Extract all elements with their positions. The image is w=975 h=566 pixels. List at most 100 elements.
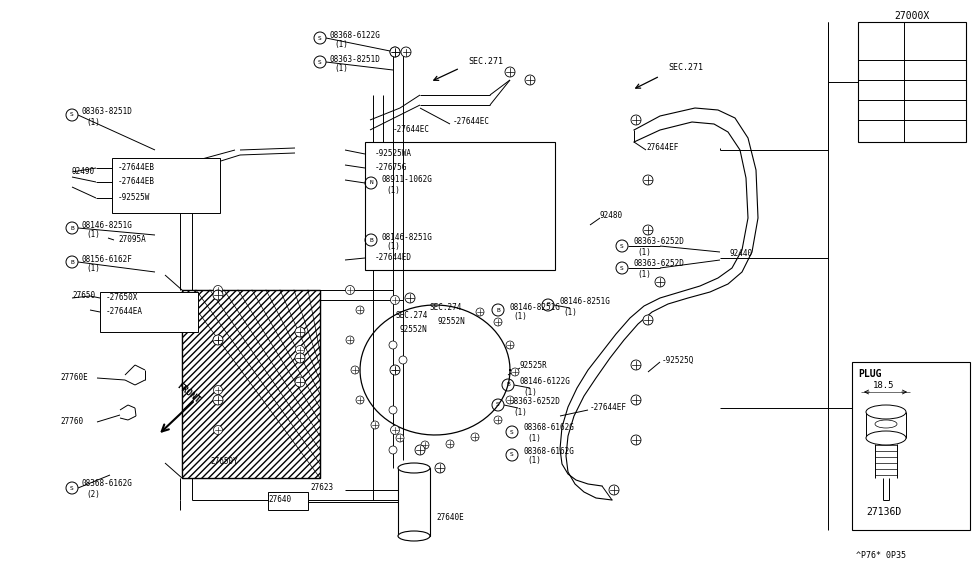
Circle shape	[391, 426, 400, 435]
Text: -27644EC: -27644EC	[393, 126, 430, 135]
Text: 08146-8251G: 08146-8251G	[82, 221, 133, 229]
Circle shape	[214, 426, 222, 435]
Circle shape	[643, 175, 653, 185]
Circle shape	[643, 225, 653, 235]
Circle shape	[391, 366, 400, 375]
Text: 92552N: 92552N	[400, 325, 428, 335]
Circle shape	[506, 341, 514, 349]
Text: SEC.271: SEC.271	[468, 58, 503, 66]
Circle shape	[446, 440, 454, 448]
Text: 08368-6162G: 08368-6162G	[523, 447, 574, 456]
Circle shape	[525, 75, 535, 85]
Circle shape	[405, 293, 415, 303]
Text: -27675G: -27675G	[375, 164, 408, 173]
Text: 08146-8251G: 08146-8251G	[559, 298, 610, 307]
Ellipse shape	[398, 531, 430, 541]
Text: (1): (1)	[527, 457, 541, 465]
Circle shape	[213, 290, 223, 300]
Text: 92440: 92440	[730, 248, 753, 258]
Circle shape	[399, 356, 407, 364]
Bar	[182, 290, 320, 478]
Circle shape	[345, 285, 355, 294]
Text: 27623: 27623	[310, 483, 333, 492]
Bar	[112, 158, 220, 213]
Circle shape	[390, 47, 400, 57]
Text: -92525W: -92525W	[118, 194, 150, 203]
Text: 08363-6252D: 08363-6252D	[633, 259, 683, 268]
Text: S: S	[318, 59, 322, 65]
Circle shape	[494, 416, 502, 424]
Text: N: N	[370, 181, 372, 186]
Text: SEC.271: SEC.271	[668, 63, 703, 72]
Circle shape	[631, 360, 641, 370]
Bar	[100, 292, 198, 332]
Text: 92480: 92480	[600, 211, 623, 220]
Circle shape	[295, 327, 305, 337]
Text: 27760E: 27760E	[60, 374, 88, 383]
Text: (1): (1)	[386, 186, 400, 195]
Text: 08146-8251G: 08146-8251G	[509, 302, 560, 311]
Text: B: B	[506, 383, 510, 388]
Circle shape	[506, 396, 514, 404]
Text: S: S	[620, 243, 624, 248]
Text: 08363-6252D: 08363-6252D	[633, 238, 683, 247]
Text: 27136D: 27136D	[866, 507, 901, 517]
Text: SEC.274: SEC.274	[395, 311, 427, 320]
Circle shape	[371, 421, 379, 429]
Text: 27650Y: 27650Y	[210, 457, 238, 466]
Circle shape	[295, 345, 304, 354]
Circle shape	[391, 295, 400, 305]
Text: (1): (1)	[563, 307, 577, 316]
Text: -27644EC: -27644EC	[453, 118, 490, 126]
Text: -27644EB: -27644EB	[118, 178, 155, 187]
Circle shape	[351, 366, 359, 374]
Text: (1): (1)	[386, 242, 400, 251]
Circle shape	[295, 353, 305, 363]
Bar	[398, 468, 430, 536]
Text: PLUG: PLUG	[858, 369, 881, 379]
Text: B: B	[546, 302, 550, 307]
Text: -27650X: -27650X	[106, 294, 138, 302]
Circle shape	[476, 308, 484, 316]
Circle shape	[631, 395, 641, 405]
Text: (2): (2)	[86, 490, 99, 499]
Text: 18.5: 18.5	[873, 381, 894, 391]
Circle shape	[631, 115, 641, 125]
Bar	[365, 142, 555, 270]
Circle shape	[396, 434, 404, 442]
Circle shape	[505, 67, 515, 77]
Text: (1): (1)	[86, 230, 99, 239]
Text: 08146-8251G: 08146-8251G	[382, 233, 433, 242]
Circle shape	[356, 306, 364, 314]
Text: 08363-6252D: 08363-6252D	[509, 397, 560, 406]
Bar	[182, 290, 320, 478]
Text: (1): (1)	[513, 408, 526, 417]
Circle shape	[421, 441, 429, 449]
Circle shape	[214, 285, 222, 294]
Text: 08368-6162G: 08368-6162G	[523, 423, 574, 432]
Circle shape	[471, 433, 479, 441]
Circle shape	[494, 318, 502, 326]
Text: 08156-6162F: 08156-6162F	[82, 255, 133, 264]
Text: B: B	[70, 259, 74, 264]
Ellipse shape	[398, 463, 430, 473]
Circle shape	[390, 47, 400, 57]
Circle shape	[214, 385, 222, 395]
Text: 27000X: 27000X	[894, 11, 929, 21]
Circle shape	[389, 406, 397, 414]
Text: 92552N: 92552N	[437, 318, 465, 327]
Circle shape	[213, 335, 223, 345]
Text: (1): (1)	[637, 269, 651, 278]
Circle shape	[389, 341, 397, 349]
Text: -27644EF: -27644EF	[590, 404, 627, 413]
Text: -27644ED: -27644ED	[375, 254, 412, 263]
Circle shape	[401, 47, 411, 57]
Circle shape	[511, 368, 519, 376]
Text: (1): (1)	[523, 388, 537, 397]
Text: (1): (1)	[334, 65, 348, 74]
Text: 27640E: 27640E	[436, 513, 464, 522]
Circle shape	[643, 315, 653, 325]
Bar	[852, 362, 970, 530]
Circle shape	[213, 395, 223, 405]
Text: S: S	[510, 452, 514, 457]
